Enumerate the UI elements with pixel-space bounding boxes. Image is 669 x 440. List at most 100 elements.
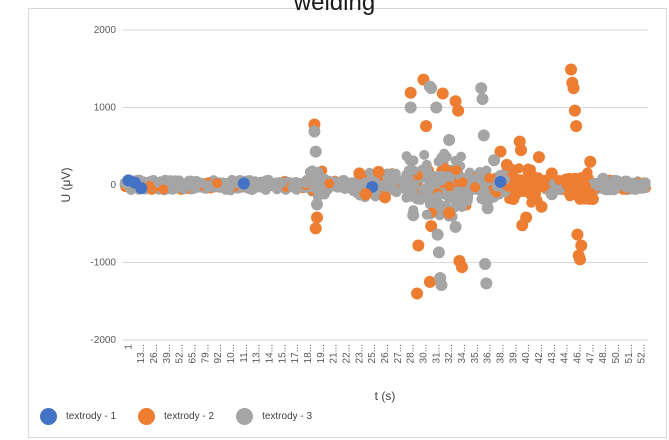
noise-point: [456, 151, 467, 162]
data-point: [443, 206, 456, 219]
noise-point: [271, 177, 282, 188]
x-tick-label: 32...: [444, 344, 455, 363]
x-tick-label: 34...: [457, 344, 468, 363]
x-tick-label: 17...: [290, 344, 301, 363]
x-tick-label: 36...: [483, 344, 494, 363]
noise-point: [316, 185, 327, 196]
x-tick-label: 25...: [367, 344, 378, 363]
data-point: [477, 129, 490, 142]
noise-point: [538, 181, 549, 192]
data-point: [135, 182, 148, 195]
legend: textrody - 1 textrody - 2 textrody - 3: [40, 404, 312, 428]
x-tick-label: 11...: [239, 344, 250, 363]
x-tick-label: 13...: [252, 344, 263, 363]
noise-point: [439, 162, 450, 173]
noise-point: [211, 178, 222, 189]
x-tick-label: 10...: [226, 344, 237, 363]
data-point: [575, 239, 588, 252]
y-tick-label: 1000: [94, 103, 117, 114]
x-tick-label: 21...: [329, 344, 340, 363]
noise-point: [406, 191, 417, 202]
noise-point: [443, 171, 454, 182]
y-tick-label: 2000: [94, 25, 117, 36]
x-tick-label: 19...: [316, 344, 327, 363]
x-tick-label: 92...: [213, 344, 224, 363]
data-point: [443, 134, 456, 147]
x-axis-ticks: 1 13... 26... 39... 52... 65... 79... 92... 10..…: [123, 344, 647, 364]
legend-marker-icon: [138, 407, 156, 425]
chart-frame: [28, 8, 667, 438]
data-point: [500, 158, 513, 171]
noise-point: [408, 165, 419, 176]
data-point: [545, 188, 558, 201]
x-tick-label: 52...: [637, 344, 648, 363]
data-point: [309, 222, 322, 235]
x-tick-label: 26...: [149, 344, 160, 363]
data-point: [532, 151, 545, 164]
data-point: [520, 211, 533, 224]
noise-point: [457, 177, 468, 188]
chart-title: welding: [293, 0, 376, 16]
data-point: [535, 200, 548, 213]
data-point: [514, 144, 527, 157]
noise-point: [177, 182, 188, 193]
data-point: [479, 258, 492, 271]
data-point: [449, 220, 462, 233]
noise-point: [432, 191, 443, 202]
x-tick-label: 13...: [136, 344, 147, 363]
y-axis-ticks: 2000 1000 0 -1000 -2000: [90, 25, 116, 346]
noise-point: [635, 181, 646, 192]
noise-point: [424, 172, 435, 183]
y-tick-label: -2000: [90, 335, 116, 346]
data-point: [359, 188, 372, 201]
noise-point: [401, 169, 412, 180]
x-tick-label: 15...: [277, 344, 288, 363]
noise-point: [569, 172, 580, 183]
data-point: [475, 82, 488, 95]
noise-point: [480, 187, 491, 198]
x-tick-label: 1: [123, 344, 134, 350]
x-tick-label: 31...: [431, 344, 442, 363]
noise-point: [339, 182, 350, 193]
noise-point: [291, 184, 302, 195]
noise-point: [484, 172, 495, 183]
legend-item: textrody - 2: [138, 407, 215, 425]
y-axis-label: U (μV): [59, 168, 73, 203]
data-point: [431, 228, 444, 241]
x-tick-label: 46...: [572, 344, 583, 363]
data-point: [586, 192, 599, 205]
legend-marker-icon: [40, 407, 57, 425]
data-point: [353, 167, 366, 180]
legend-label: textrody - 2: [164, 410, 215, 422]
data-point: [574, 253, 587, 266]
x-tick-label: 26...: [380, 344, 391, 363]
data-point: [404, 101, 417, 114]
data-point: [372, 165, 385, 178]
data-point: [597, 172, 610, 185]
data-point: [311, 211, 324, 224]
data-point: [565, 63, 578, 76]
noise-point: [525, 187, 536, 198]
noise-point: [554, 174, 565, 185]
data-point: [411, 287, 424, 300]
noise-point: [185, 177, 196, 188]
data-point: [311, 198, 324, 211]
y-tick-label: 0: [110, 180, 116, 191]
noise-band: [119, 148, 652, 222]
x-tick-label: 48...: [598, 344, 609, 363]
x-tick-label: 23...: [354, 344, 365, 363]
x-tick-label: 38...: [495, 344, 506, 363]
data-point: [480, 277, 493, 290]
data-point: [452, 104, 465, 117]
x-tick-label: 51...: [624, 344, 635, 363]
legend-marker-icon: [236, 407, 254, 425]
noise-point: [158, 184, 169, 195]
data-point: [488, 154, 501, 167]
data-point: [407, 209, 420, 222]
noise-point: [203, 182, 214, 193]
data-point: [570, 120, 583, 133]
x-tick-label: 18...: [303, 344, 314, 363]
noise-point: [390, 168, 401, 179]
noise-point: [575, 181, 586, 192]
